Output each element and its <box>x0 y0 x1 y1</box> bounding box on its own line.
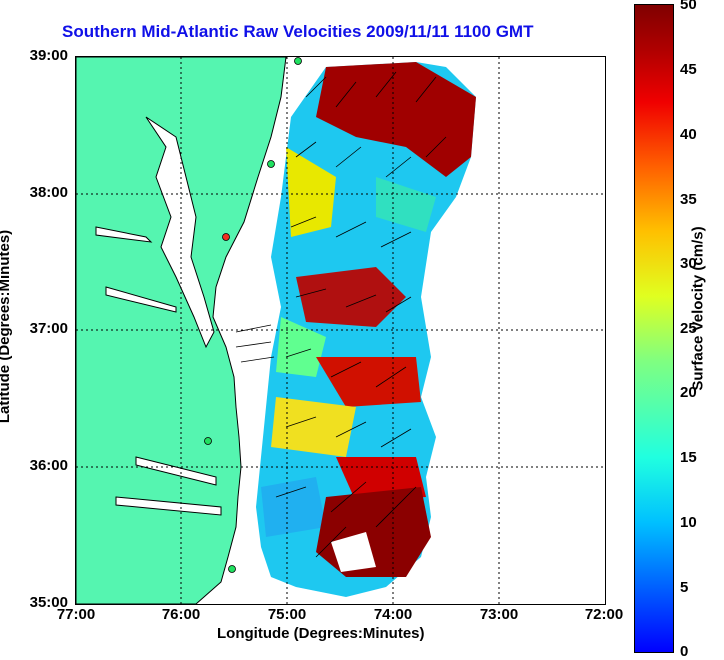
colorbar-tick: 10 <box>680 514 697 531</box>
colorbar-tick: 15 <box>680 449 697 466</box>
xtick-label: 72:00 <box>584 606 624 623</box>
ytick-label: 35:00 <box>29 594 68 611</box>
xtick-label: 73:00 <box>479 606 519 623</box>
map-grid <box>76 57 605 604</box>
colorbar-tick: 25 <box>680 320 697 337</box>
x-axis-label: Longitude (Degrees:Minutes) <box>217 625 425 642</box>
ytick-label: 36:00 <box>29 457 68 474</box>
colorbar-tick: 35 <box>680 191 697 208</box>
colorbar-tick: 20 <box>680 384 697 401</box>
radar-station-markers <box>204 57 302 573</box>
colorbar-tick: 50 <box>680 0 697 13</box>
chesapeake-bay <box>145 116 215 349</box>
xtick-label: 76:00 <box>161 606 201 623</box>
colorbar-tick: 5 <box>680 579 689 596</box>
map-canvas <box>76 57 605 604</box>
colorbar-label: Surface Velocity (cm/s) <box>689 226 707 391</box>
ytick-label: 37:00 <box>29 320 68 337</box>
y-axis-label: Latitude (Degrees:Minutes) <box>0 229 14 424</box>
map-plot-area[interactable] <box>75 56 606 605</box>
map-title: Southern Mid-Atlantic Raw Velocities 200… <box>62 22 534 41</box>
colorbar <box>634 4 674 653</box>
colorbar-tick: 40 <box>680 126 697 143</box>
colorbar-tick: 30 <box>680 255 697 272</box>
ytick-label: 38:00 <box>29 184 68 201</box>
xtick-label: 75:00 <box>267 606 307 623</box>
colorbar-tick: 0 <box>680 643 689 660</box>
velocity-vectors <box>235 71 447 558</box>
ytick-label: 39:00 <box>29 47 68 64</box>
xtick-label: 74:00 <box>373 606 413 623</box>
xtick-label: 77:00 <box>56 606 96 623</box>
colorbar-tick: 45 <box>680 61 697 78</box>
